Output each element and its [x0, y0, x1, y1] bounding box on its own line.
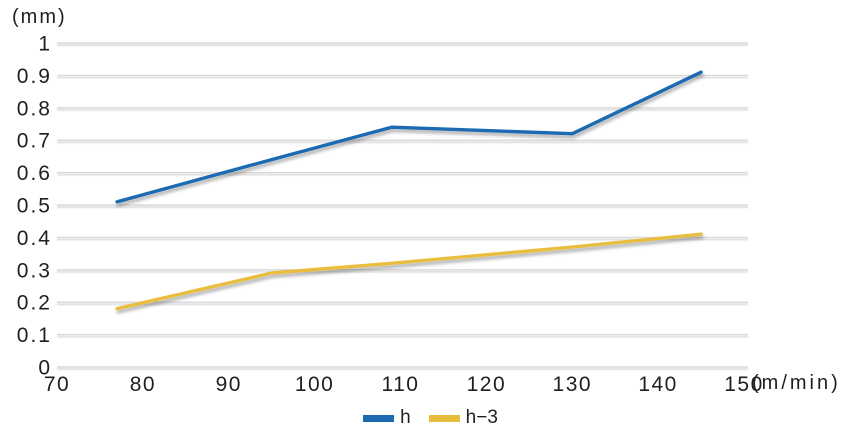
y-tick-label: 0.3: [17, 259, 52, 282]
x-tick-label: 150: [724, 373, 764, 396]
y-tick-label: 0.5: [17, 195, 52, 218]
legend-label-h-3: h−3: [465, 407, 498, 428]
x-tick-label: 130: [553, 373, 593, 396]
x-tick-label: 70: [44, 373, 70, 396]
legend-item-h-3: h−3: [428, 407, 498, 429]
chart-legend: h h−3: [0, 407, 861, 429]
legend-item-h: h: [363, 407, 411, 429]
y-tick-label: 0.4: [17, 227, 52, 250]
x-tick-label: 80: [130, 373, 156, 396]
y-tick-label: 0.2: [17, 292, 52, 315]
y-tick-label: 1: [38, 33, 52, 56]
y-tick-label: 0.1: [17, 324, 52, 347]
legend-swatch-h-icon: [363, 414, 395, 422]
y-tick-label: 0.9: [17, 65, 52, 88]
x-tick-label: 90: [216, 373, 242, 396]
x-tick-label: 120: [467, 373, 507, 396]
legend-label-h: h: [400, 407, 411, 428]
y-tick-label: 0.7: [17, 130, 52, 153]
y-tick-label: 0: [38, 357, 52, 380]
gridlines: [57, 42, 748, 368]
legend-swatch-h-3-icon: [428, 414, 460, 422]
y-axis-unit-label: (mm): [12, 6, 67, 28]
y-tick-label: 0.8: [17, 97, 52, 120]
series-line-h: [115, 70, 703, 204]
x-tick-label: 100: [295, 373, 335, 396]
series-lines: [115, 70, 703, 311]
x-tick-label: 140: [638, 373, 678, 396]
x-axis-tick-labels: 70 80 90 100 110 120 130 140 150: [44, 373, 764, 396]
y-tick-label: 0.6: [17, 162, 52, 185]
series-line-h-3: [115, 232, 703, 311]
x-axis-unit-label: (m/min): [752, 372, 841, 394]
x-tick-label: 110: [382, 373, 420, 396]
y-axis-tick-labels: 0 0.1 0.2 0.3 0.4 0.5 0.6 0.7 0.8 0.9 1: [17, 33, 52, 380]
